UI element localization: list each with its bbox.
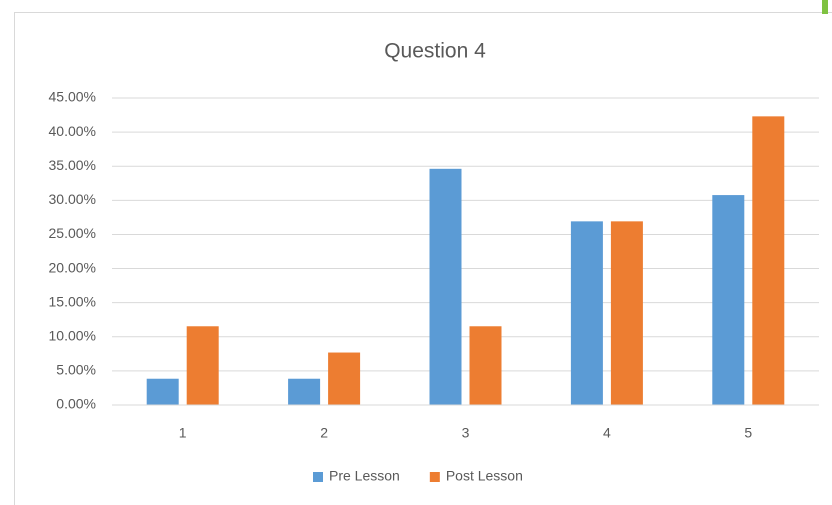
y-tick-label: 40.00% bbox=[49, 123, 96, 139]
x-tick-label: 5 bbox=[744, 425, 752, 441]
bar bbox=[146, 378, 179, 405]
bar bbox=[328, 352, 361, 405]
bar bbox=[288, 378, 321, 405]
corner-handle bbox=[822, 0, 828, 14]
legend-label: Post Lesson bbox=[446, 468, 523, 484]
x-tick-label: 3 bbox=[462, 425, 470, 441]
y-tick-label: 0.00% bbox=[56, 396, 96, 412]
y-tick-label: 45.00% bbox=[49, 89, 96, 105]
x-tick-label: 1 bbox=[179, 425, 187, 441]
y-tick-label: 30.00% bbox=[49, 191, 96, 207]
chart-border bbox=[14, 12, 832, 505]
y-tick-label: 5.00% bbox=[56, 362, 96, 378]
bar bbox=[469, 326, 502, 405]
legend-swatch bbox=[429, 472, 440, 482]
bar bbox=[429, 168, 462, 405]
y-tick-label: 10.00% bbox=[49, 327, 96, 343]
y-tick-label: 35.00% bbox=[49, 157, 96, 173]
y-tick-label: 15.00% bbox=[49, 293, 96, 309]
bar bbox=[186, 326, 219, 405]
y-tick-label: 20.00% bbox=[49, 259, 96, 275]
legend-swatch bbox=[313, 472, 323, 482]
y-tick-label: 25.00% bbox=[49, 225, 96, 241]
legend-label: Pre Lesson bbox=[329, 468, 400, 484]
x-tick-label: 2 bbox=[320, 425, 328, 441]
x-tick-label: 4 bbox=[603, 425, 611, 441]
bar bbox=[570, 221, 603, 405]
chart-title: Question 4 bbox=[384, 40, 486, 63]
bar bbox=[752, 116, 785, 405]
bar bbox=[610, 221, 643, 405]
bar bbox=[712, 195, 745, 405]
